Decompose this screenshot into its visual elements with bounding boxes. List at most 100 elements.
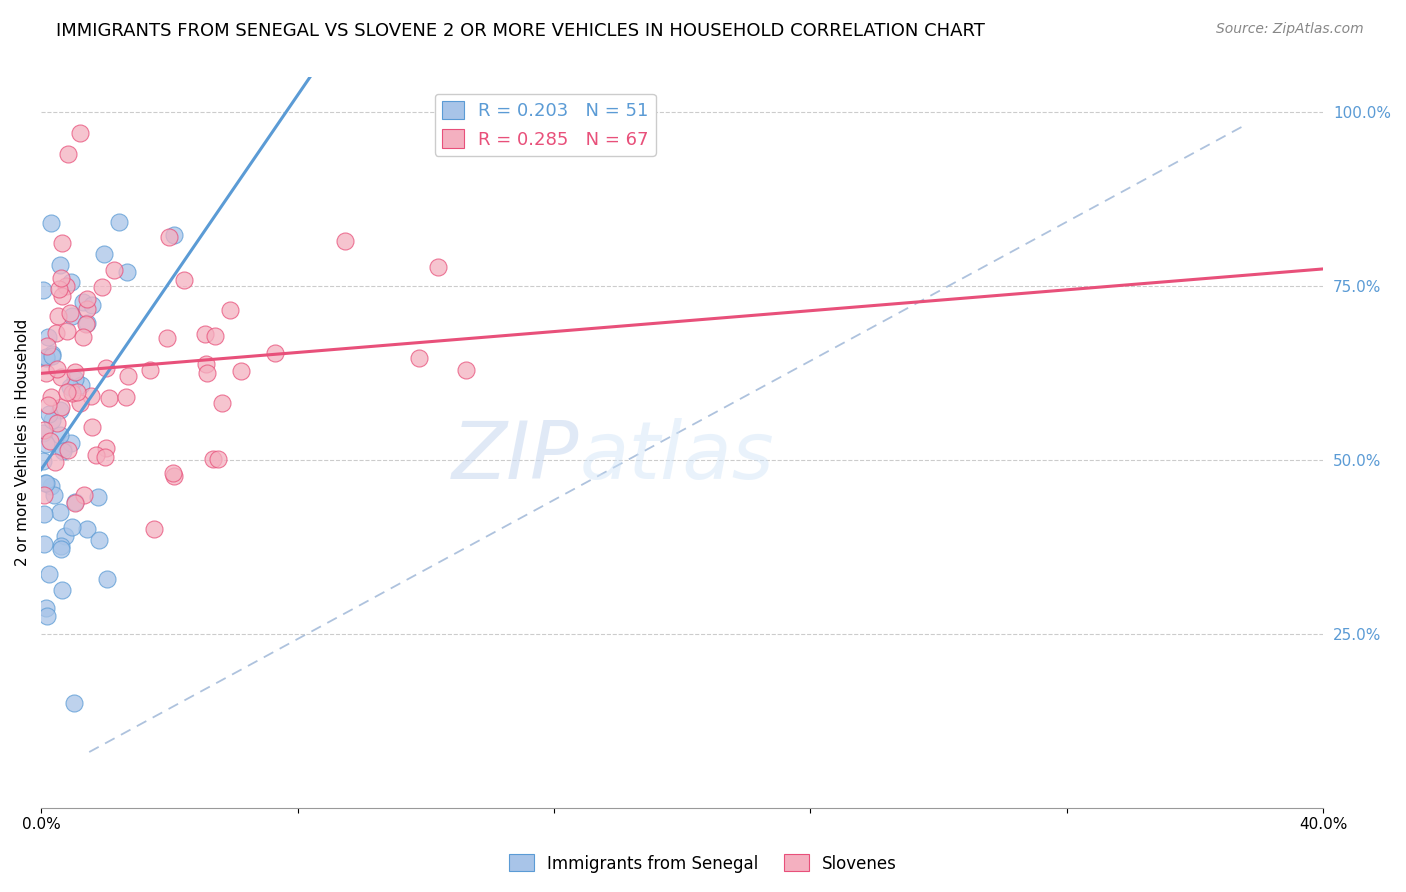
Point: [87, 533, 110, 548]
Point: [115, 390, 138, 404]
Point: [69, 396, 91, 410]
Point: [56, 146, 79, 161]
Point: [195, 366, 218, 380]
Point: [38, 434, 60, 448]
Point: [56, 385, 79, 400]
Point: [163, 468, 186, 483]
Point: [31, 454, 53, 468]
Point: [263, 346, 285, 360]
Text: atlas: atlas: [579, 418, 775, 496]
Point: [37, 330, 59, 344]
Point: [66, 384, 89, 399]
Point: [35, 351, 58, 365]
Point: [49, 403, 72, 417]
Point: [76, 292, 98, 306]
Point: [76, 316, 98, 330]
Point: [32, 283, 55, 297]
Point: [45, 361, 67, 376]
Point: [41, 347, 63, 361]
Point: [56, 324, 79, 338]
Point: [139, 363, 162, 377]
Point: [48, 282, 70, 296]
Point: [63, 697, 86, 711]
Point: [173, 273, 195, 287]
Point: [35, 351, 58, 365]
Point: [32, 537, 55, 551]
Point: [333, 234, 356, 248]
Point: [51, 582, 73, 597]
Point: [60, 520, 83, 534]
Point: [117, 265, 139, 279]
Point: [142, 523, 165, 537]
Point: [201, 452, 224, 467]
Point: [44, 488, 66, 502]
Point: [34, 476, 56, 491]
Point: [157, 230, 180, 244]
Point: [41, 412, 63, 426]
Point: [63, 495, 86, 509]
Text: ZIP: ZIP: [453, 418, 579, 496]
Point: [39, 479, 62, 493]
Point: [59, 380, 82, 394]
Legend: Immigrants from Senegal, Slovenes: Immigrants from Senegal, Slovenes: [502, 847, 904, 880]
Point: [39, 390, 62, 404]
Point: [59, 276, 82, 290]
Point: [41, 349, 63, 363]
Point: [163, 227, 186, 242]
Point: [103, 262, 125, 277]
Point: [408, 351, 430, 366]
Point: [52, 442, 75, 456]
Point: [69, 377, 91, 392]
Point: [52, 444, 75, 458]
Point: [53, 529, 76, 543]
Point: [72, 295, 94, 310]
Legend: R = 0.203   N = 51, R = 0.285   N = 67: R = 0.203 N = 51, R = 0.285 N = 67: [434, 94, 655, 156]
Point: [44, 455, 66, 469]
Point: [37, 339, 59, 353]
Point: [75, 318, 97, 332]
Point: [90, 279, 112, 293]
Text: IMMIGRANTS FROM SENEGAL VS SLOVENE 2 OR MORE VEHICLES IN HOUSEHOLD CORRELATION C: IMMIGRANTS FROM SENEGAL VS SLOVENE 2 OR …: [56, 22, 986, 40]
Point: [82, 298, 104, 312]
Point: [49, 541, 72, 556]
Point: [55, 278, 77, 293]
Point: [59, 306, 82, 320]
Point: [204, 328, 226, 343]
Point: [60, 309, 83, 323]
Point: [72, 330, 94, 344]
Point: [35, 367, 58, 381]
Point: [207, 451, 229, 466]
Point: [39, 217, 62, 231]
Point: [49, 271, 72, 285]
Point: [51, 400, 73, 414]
Point: [34, 487, 56, 501]
Point: [76, 301, 98, 316]
Point: [427, 260, 450, 274]
Point: [93, 246, 115, 260]
Point: [34, 423, 56, 437]
Point: [69, 126, 91, 140]
Point: [96, 572, 118, 586]
Point: [454, 363, 477, 377]
Point: [31, 425, 53, 440]
Point: [32, 508, 55, 522]
Text: Source: ZipAtlas.com: Source: ZipAtlas.com: [1216, 22, 1364, 37]
Point: [35, 608, 58, 623]
Point: [98, 391, 121, 405]
Point: [51, 236, 73, 251]
Y-axis label: 2 or more Vehicles in Household: 2 or more Vehicles in Household: [15, 319, 30, 566]
Point: [80, 389, 103, 403]
Point: [219, 302, 242, 317]
Point: [229, 364, 252, 378]
Point: [49, 428, 72, 442]
Point: [45, 416, 67, 430]
Point: [94, 450, 117, 464]
Point: [59, 436, 82, 450]
Point: [108, 215, 131, 229]
Point: [38, 566, 60, 581]
Point: [63, 372, 86, 386]
Point: [49, 539, 72, 553]
Point: [45, 326, 67, 340]
Point: [34, 437, 56, 451]
Point: [35, 475, 58, 490]
